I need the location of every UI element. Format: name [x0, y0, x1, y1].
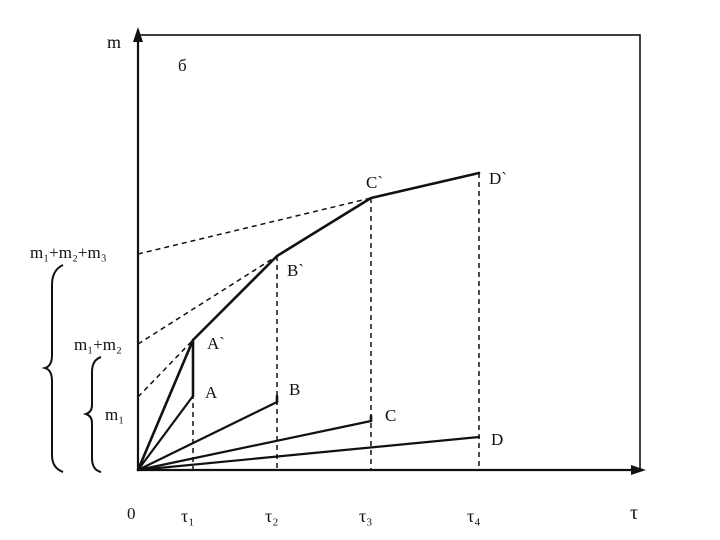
x-axis-arrow: [631, 465, 646, 475]
plot-frame: [137, 34, 641, 471]
label-A: A: [205, 383, 218, 402]
x-tick-t1: τ₁: [181, 506, 195, 526]
ray-0D: [136, 435, 481, 472]
dash-extrap-m1: [137, 339, 194, 398]
x-tick-t3: τ₃: [359, 506, 373, 526]
y-axis-label: m: [107, 32, 121, 52]
y-axis-arrow: [133, 27, 143, 42]
y-tick-m1m2m3: m₁+m₂+m₃: [30, 243, 107, 262]
brace-large: [41, 264, 64, 473]
label-C-prime: C`: [366, 173, 383, 192]
label-B-prime: B`: [287, 261, 304, 280]
label-D: D: [491, 430, 503, 449]
label-D-prime: D`: [489, 169, 507, 188]
y-tick-m1: m₁: [105, 405, 124, 424]
x-tick-t2: τ₂: [265, 506, 279, 526]
ray-0B: [136, 400, 279, 472]
cumulative-polyline: [136, 171, 481, 472]
x-tick-t4: τ₄: [467, 506, 481, 526]
x-axis-label: τ: [630, 502, 638, 524]
dash-extrap-m1m2m3: [137, 197, 372, 255]
label-A-prime: A`: [207, 334, 225, 353]
label-B: B: [289, 380, 300, 399]
dash-extrap-m1m2: [137, 255, 278, 345]
origin-label: 0: [127, 504, 136, 523]
y-tick-m1m2: m₁+m₂: [74, 335, 122, 354]
label-C: C: [385, 406, 396, 425]
ray-0C: [136, 419, 373, 472]
panel-label: б: [178, 56, 187, 75]
brace-small: [82, 356, 102, 473]
ray-0A: [136, 394, 195, 472]
